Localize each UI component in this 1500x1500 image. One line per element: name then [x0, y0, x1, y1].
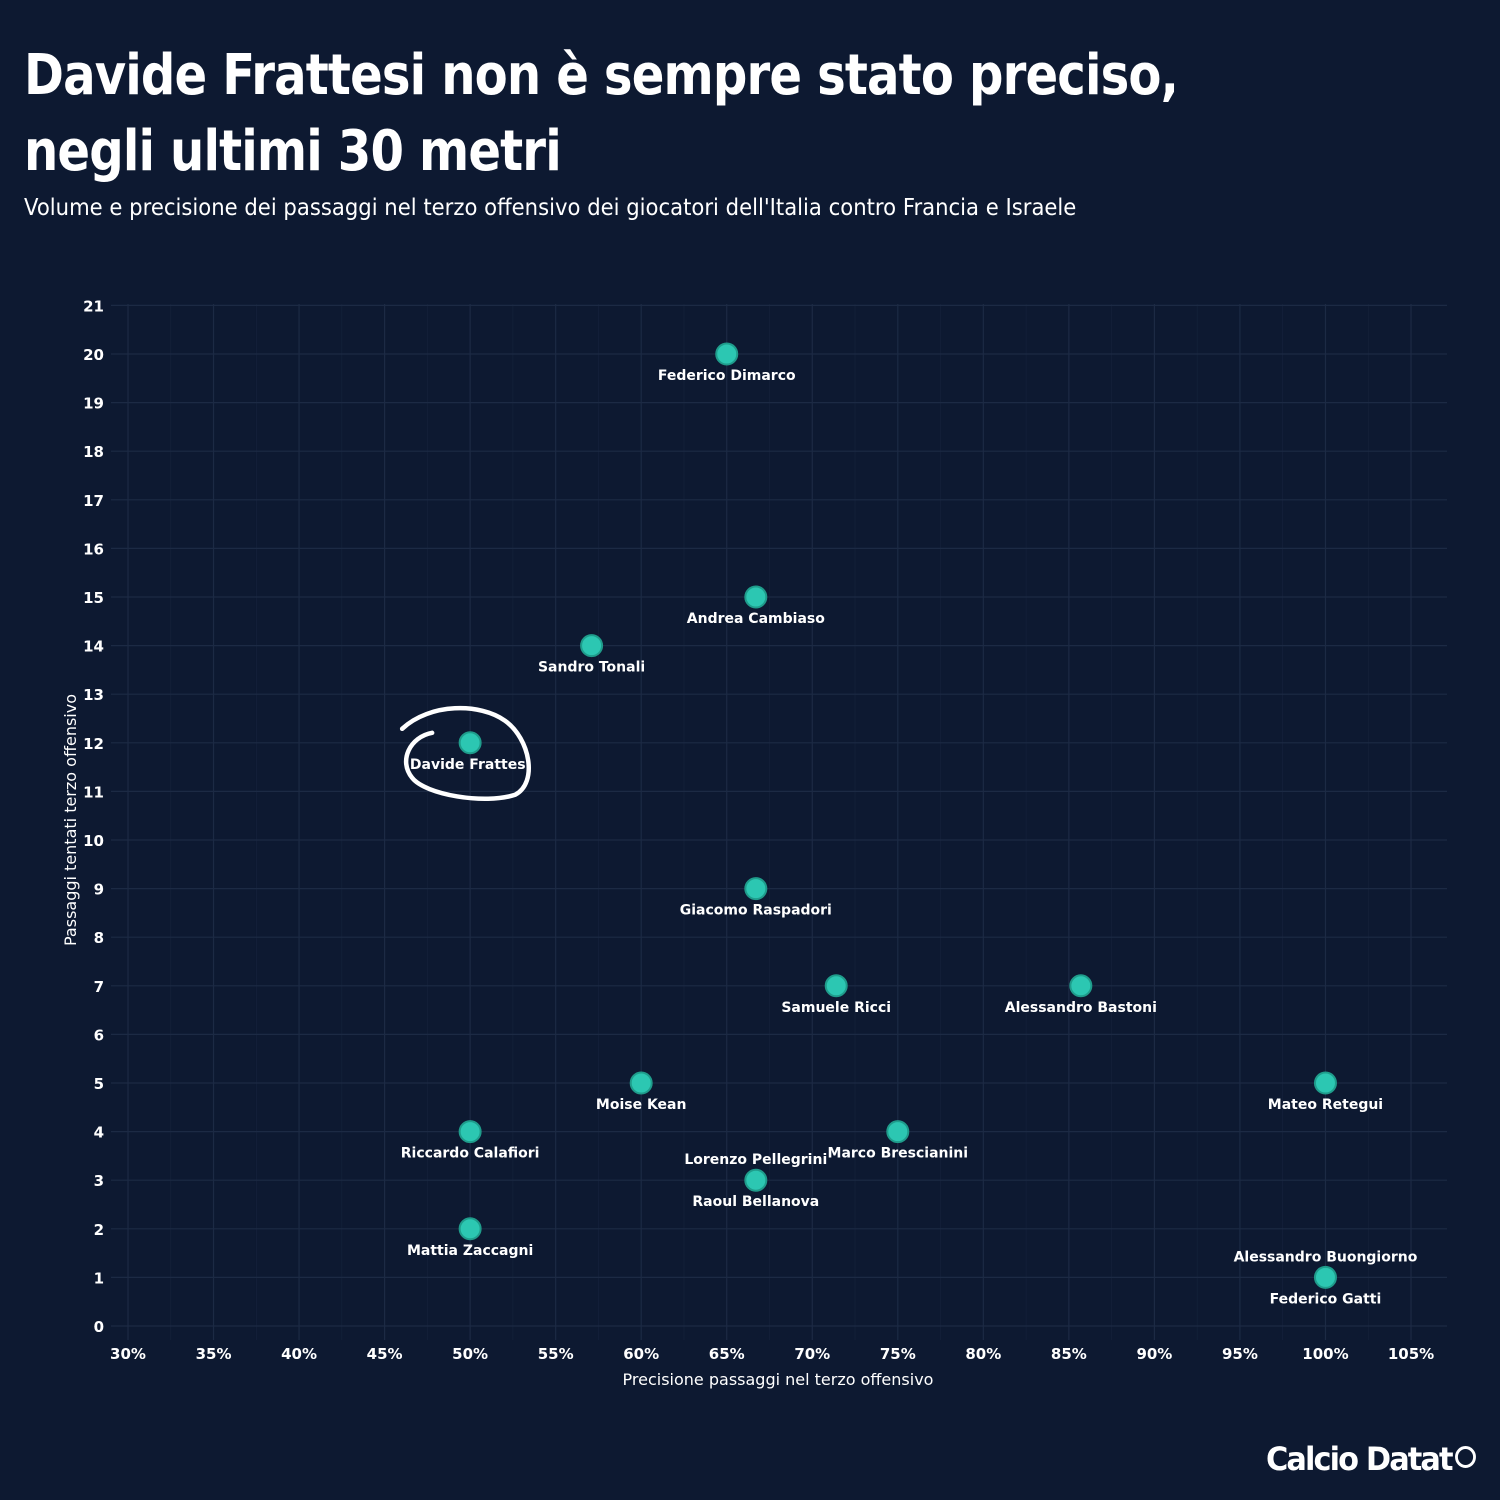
point-label: Giacomo Raspadori: [680, 903, 832, 919]
y-tick-label: 10: [83, 832, 104, 850]
x-tick-label: 105%: [1388, 1345, 1434, 1363]
x-tick-label: 40%: [281, 1345, 317, 1363]
data-labels: Federico Dimarco Andrea Cambiaso Sandro To…: [401, 368, 1418, 1307]
data-point: [458, 1120, 482, 1144]
data-point: [824, 974, 848, 998]
data-point: [458, 731, 482, 755]
x-tick-label: 95%: [1222, 1345, 1258, 1363]
y-tick-label: 6: [94, 1026, 104, 1044]
data-point: [1313, 1265, 1337, 1289]
x-tick-label: 45%: [367, 1345, 403, 1363]
point-label: Marco Brescianini: [828, 1146, 969, 1162]
x-tick-label: 100%: [1302, 1345, 1348, 1363]
x-tick-label: 80%: [965, 1345, 1001, 1363]
y-axis-label: Passaggi tentati terzo offensivo: [61, 694, 80, 946]
x-axis-label: Precisione passaggi nel terzo offensivo: [623, 1370, 934, 1389]
data-point: [744, 585, 768, 609]
point-label: Davide Frattesi: [410, 757, 530, 773]
y-tick-label: 7: [94, 978, 104, 996]
point-label: Sandro Tonali: [538, 660, 645, 676]
ball-icon: [1455, 1446, 1477, 1468]
x-tick-label: 30%: [110, 1345, 146, 1363]
title-line-1: Davide Frattesi non è sempre stato preci…: [24, 43, 1179, 108]
y-tick-label: 5: [94, 1075, 104, 1093]
x-tick-label: 55%: [538, 1345, 574, 1363]
title-line-2: negli ultimi 30 metri: [24, 119, 562, 184]
x-tick-label: 85%: [1051, 1345, 1087, 1363]
y-tick-label: 2: [94, 1221, 104, 1239]
point-label: Moise Kean: [596, 1097, 687, 1113]
y-tick-label: 20: [83, 346, 104, 364]
y-tick-label: 0: [94, 1318, 104, 1336]
y-tick-label: 3: [94, 1172, 104, 1190]
x-tick-label: 50%: [452, 1345, 488, 1363]
data-points: [458, 342, 1337, 1289]
point-label: Riccardo Calafiori: [401, 1146, 540, 1162]
x-tick-label: 35%: [196, 1345, 232, 1363]
chart-grid: [111, 304, 1447, 1340]
point-label: Mattia Zaccagni: [407, 1243, 533, 1259]
data-point: [886, 1120, 910, 1144]
data-point: [629, 1071, 653, 1095]
point-label: Federico Gatti: [1270, 1291, 1382, 1307]
page-title: Davide Frattesi non è sempre stato preci…: [24, 38, 1179, 190]
chart-axes: Precisione passaggi nel terzo offensivo …: [61, 297, 1434, 1389]
y-tick-label: 12: [83, 735, 104, 753]
y-tick-label: 21: [83, 297, 104, 315]
point-label: Samuele Ricci: [781, 1000, 891, 1016]
y-tick-label: 16: [83, 540, 104, 558]
highlight-circle: [399, 705, 531, 802]
point-label: Raoul Bellanova: [692, 1194, 819, 1210]
y-tick-label: 14: [83, 638, 104, 656]
x-tick-label: 65%: [709, 1345, 745, 1363]
page-subtitle: Volume e precisione dei passaggi nel ter…: [24, 195, 1077, 221]
point-label: Federico Dimarco: [658, 368, 796, 384]
data-point: [580, 634, 604, 658]
x-tick-label: 70%: [794, 1345, 830, 1363]
x-tick-label: 90%: [1136, 1345, 1172, 1363]
point-label: Andrea Cambiaso: [687, 611, 825, 627]
y-tick-label: 17: [83, 492, 104, 510]
data-point: [744, 1168, 768, 1192]
y-tick-label: 9: [94, 881, 104, 899]
calcio-data-logo: Calcio Datat: [1266, 1440, 1477, 1478]
data-point: [744, 877, 768, 901]
y-tick-label: 4: [94, 1124, 104, 1142]
point-label: Lorenzo Pellegrini: [684, 1152, 827, 1168]
y-tick-label: 13: [83, 686, 104, 704]
data-point: [1313, 1071, 1337, 1095]
point-label: Mateo Retegui: [1268, 1097, 1383, 1113]
y-tick-label: 8: [94, 929, 104, 947]
point-label: Alessandro Buongiorno: [1234, 1249, 1418, 1265]
data-point: [1069, 974, 1093, 998]
highlight-loop: [399, 705, 531, 802]
data-point: [458, 1217, 482, 1241]
data-point: [715, 342, 739, 366]
x-tick-label: 60%: [623, 1345, 659, 1363]
x-tick-label: 75%: [880, 1345, 916, 1363]
y-tick-label: 18: [83, 443, 104, 461]
y-tick-label: 1: [94, 1269, 104, 1287]
y-tick-label: 19: [83, 395, 104, 413]
y-tick-label: 11: [83, 783, 104, 801]
logo-text: Calcio Datat: [1266, 1440, 1454, 1478]
point-label: Alessandro Bastoni: [1005, 1000, 1157, 1016]
y-tick-label: 15: [83, 589, 104, 607]
